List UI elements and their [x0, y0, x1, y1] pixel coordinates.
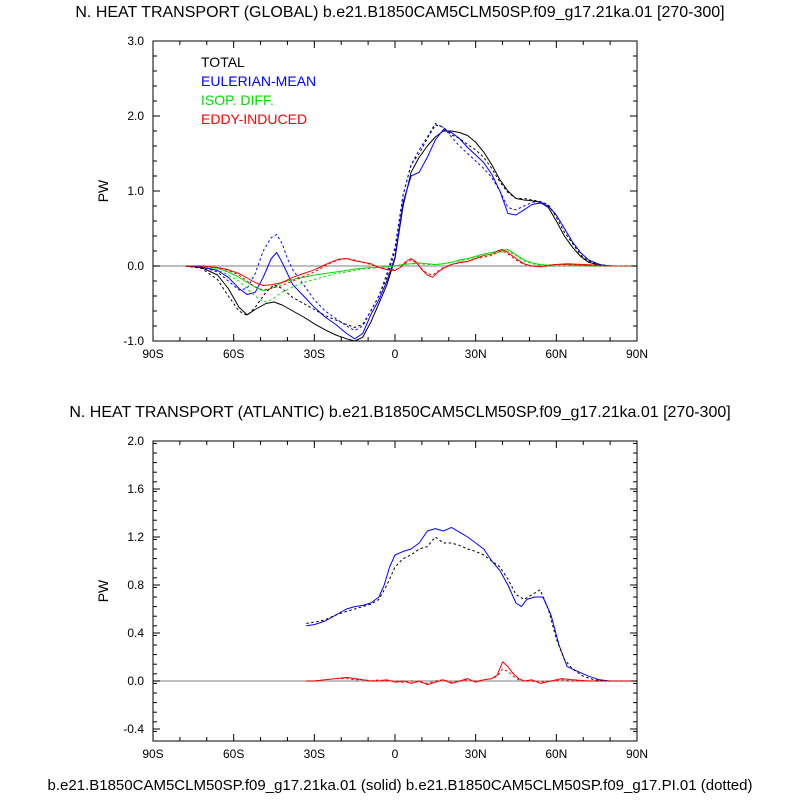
x-tick-label: 0 [392, 347, 399, 361]
atlantic-chart-title: N. HEAT TRANSPORT (ATLANTIC) b.e21.B1850… [69, 404, 731, 421]
atlantic-heat-transport-chart: 90S 60S 30S 0 30N 60N 90N -0.4 0.0 0.4 0.8 1.2 1.6 2.… [95, 434, 648, 761]
x-tick-label: 60S [223, 747, 244, 761]
global-heat-transport-chart: 90S 60S 30S 0 30N 60N 90N -1.0 0.0 1.0 2.0 3.0 PW TOT… [95, 34, 648, 361]
series-line-eulerian-mean [306, 526, 632, 682]
x-tick-label: 90N [626, 747, 648, 761]
global-chart-title: N. HEAT TRANSPORT (GLOBAL) b.e21.B1850CA… [75, 4, 725, 21]
y-tick-label: 2.0 [127, 109, 144, 123]
legend-entry: EDDY-INDUCED [201, 111, 307, 127]
x-tick-label: 90S [142, 347, 163, 361]
series-line-eulerian-mean-pi [306, 536, 632, 682]
y-tick-label: -1.0 [123, 334, 144, 348]
y-tick-label: 0.0 [127, 674, 144, 688]
x-tick-label: 30N [465, 347, 487, 361]
y-tick-label: 1.6 [127, 482, 144, 496]
y-tick-label: 1.2 [127, 530, 144, 544]
x-tick-label: 90S [142, 747, 163, 761]
plot-frame [152, 440, 638, 742]
series-line-eddy-induced [306, 661, 632, 686]
x-tick-label: 60S [223, 347, 244, 361]
legend-entry: TOTAL [201, 54, 245, 70]
series-line-eddy-induced [185, 249, 632, 286]
series-line-isop-diff-pi [185, 250, 632, 303]
y-tick-label: 0.4 [127, 626, 144, 640]
footer-caption: b.e21.B1850CAM5CLM50SP.f09_g17.21ka.01 (… [47, 777, 753, 794]
series-line-total-pi [185, 124, 632, 328]
y-tick-label: 1.0 [127, 184, 144, 198]
x-tick-label: 60N [545, 347, 567, 361]
x-tick-label: 30S [304, 347, 325, 361]
y-tick-label: 0.0 [127, 259, 144, 273]
series-line-eulerian-mean [185, 129, 632, 340]
y-axis-label: PW [95, 579, 111, 602]
legend-entry: EULERIAN-MEAN [201, 73, 316, 89]
x-tick-label: 30N [465, 747, 487, 761]
y-tick-label: 3.0 [127, 34, 144, 48]
series-line-total [185, 130, 632, 342]
x-tick-label: 0 [392, 747, 399, 761]
y-tick-label: 0.8 [127, 578, 144, 592]
x-tick-label: 90N [626, 347, 648, 361]
x-tick-label: 60N [545, 747, 567, 761]
y-tick-label: 2.0 [127, 434, 144, 448]
series-line-eddy-induced-pi [185, 250, 632, 291]
x-tick-label: 30S [304, 747, 325, 761]
y-tick-label: -0.4 [123, 722, 144, 736]
series-line-eulerian-mean-pi [185, 123, 632, 331]
y-axis-label: PW [95, 179, 111, 202]
legend-entry: ISOP. DIFF. [201, 92, 274, 108]
